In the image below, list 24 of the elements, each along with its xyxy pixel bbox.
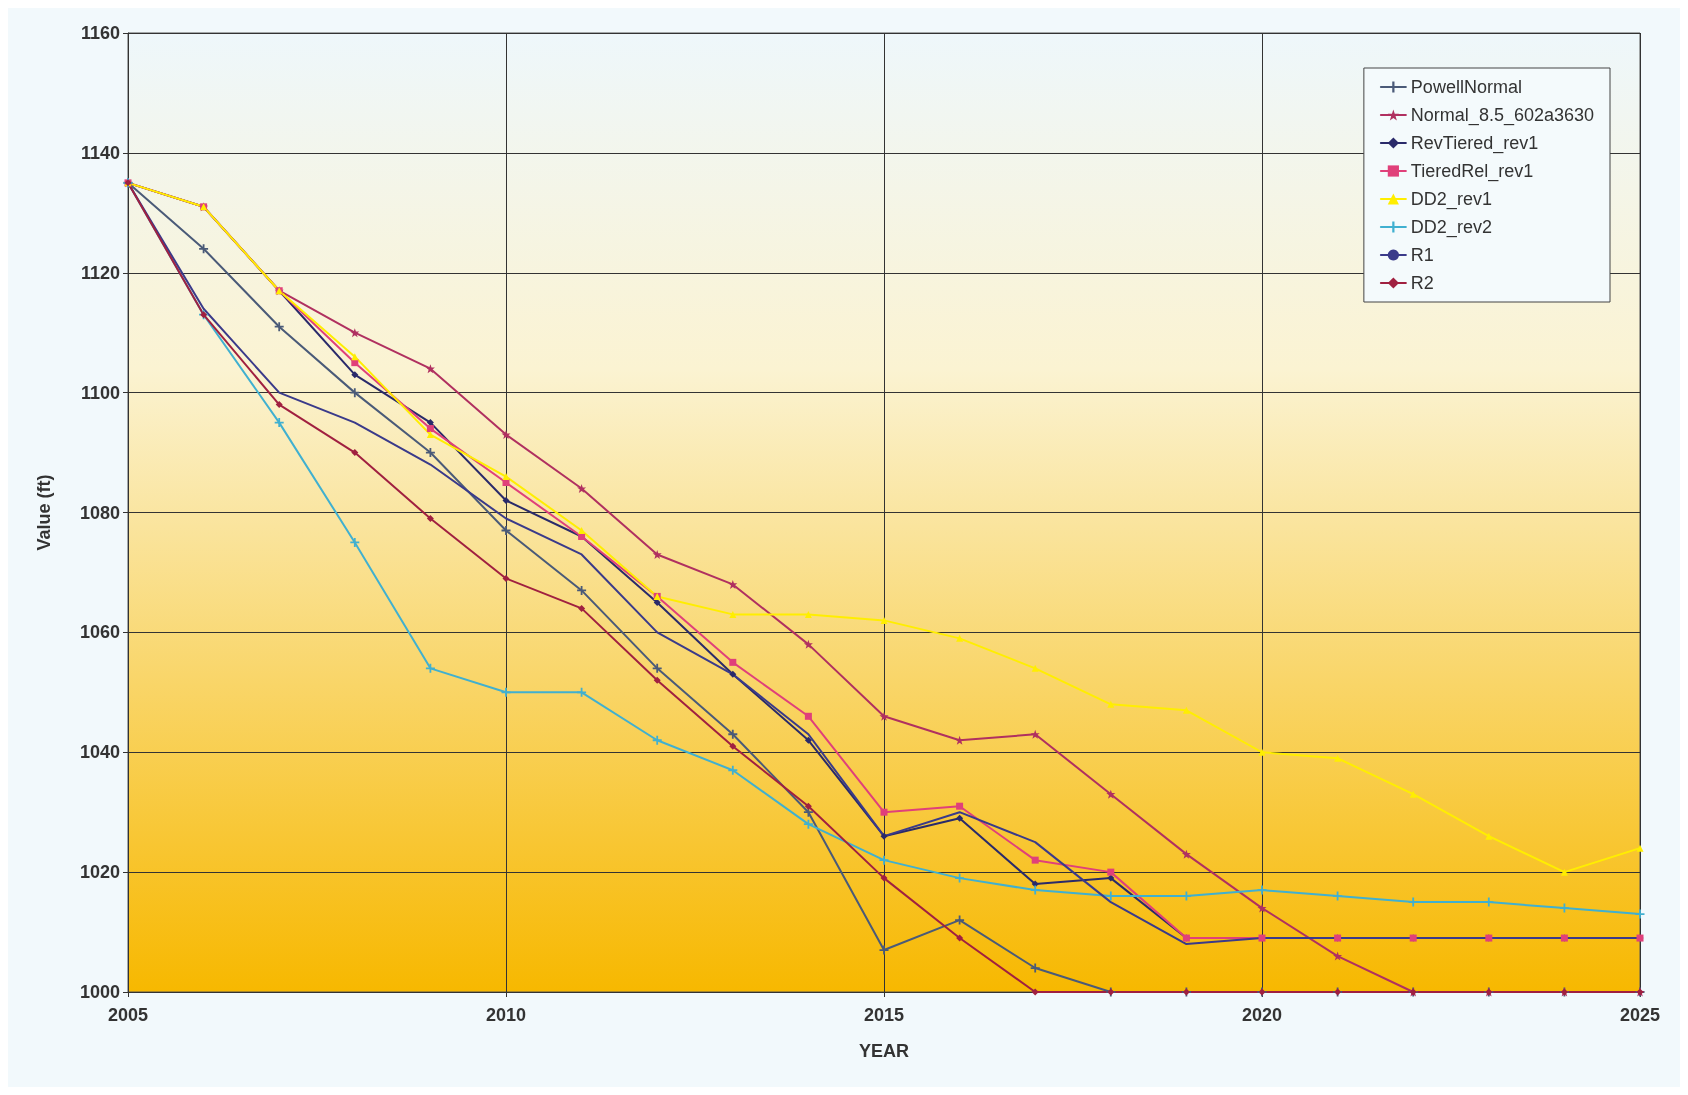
y-tick-label: 1140: [80, 142, 120, 163]
legend-label: R2: [1410, 273, 1434, 293]
y-tick-label: 1040: [79, 742, 120, 763]
y-tick-label: 1120: [80, 262, 120, 283]
y-tick-label: 1060: [79, 622, 120, 643]
legend-label: DD2_rev1: [1410, 189, 1492, 210]
y-tick-label: 1020: [79, 862, 120, 883]
x-axis-title: YEAR: [858, 1041, 910, 1061]
x-tick-label: 2025: [1619, 1005, 1661, 1025]
y-tick-label: 1100: [80, 382, 120, 403]
legend-label: TieredRel_rev1: [1410, 161, 1534, 182]
legend-label: R1: [1410, 245, 1434, 265]
x-tick-label: 2015: [863, 1005, 905, 1025]
legend-label: PowellNormal: [1410, 77, 1522, 97]
legend-label: Normal_8.5_602a3630: [1410, 105, 1594, 126]
y-tick-label: 1000: [79, 982, 120, 1002]
y-axis-title: Value (ft): [34, 474, 54, 551]
x-tick-label: 2005: [107, 1005, 149, 1025]
y-tick-label: 1160: [80, 23, 120, 43]
x-tick-label: 2020: [1241, 1005, 1283, 1025]
legend-label: RevTiered_rev1: [1410, 133, 1539, 154]
legend-label: DD2_rev2: [1410, 217, 1492, 238]
y-tick-label: 1080: [79, 502, 120, 523]
x-tick-label: 2010: [485, 1005, 527, 1025]
